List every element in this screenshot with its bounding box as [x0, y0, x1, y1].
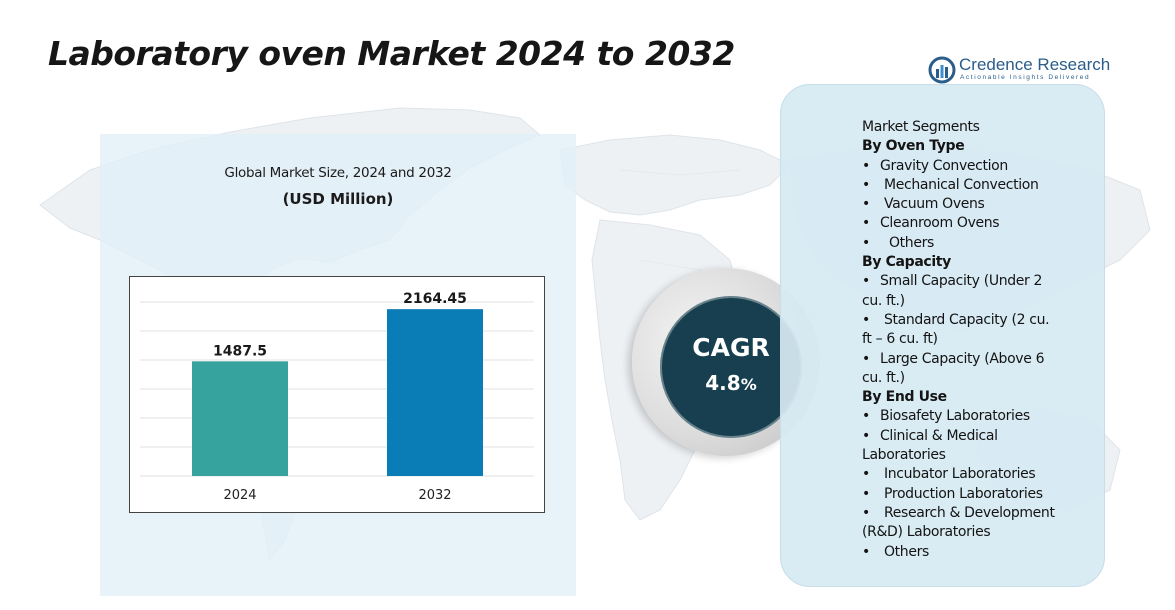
- bullet-icon: •: [862, 485, 870, 502]
- page-title: Laboratory oven Market 2024 to 2032: [48, 34, 735, 73]
- market-segments-list: Market Segments By Oven Type • Gravity Con…: [862, 118, 1098, 562]
- segment-item-label: Clinical & Medical: [880, 427, 998, 444]
- bullet-icon: •: [862, 466, 870, 483]
- chart-bars: [192, 309, 483, 476]
- bar-value-label: 1487.5: [213, 343, 267, 359]
- segment-item: • Others: [862, 234, 1098, 253]
- credence-research-logo: Credence Research Actionable Insights De…: [928, 54, 1113, 86]
- segment-item-continuation: cu. ft.): [862, 369, 905, 386]
- segment-item-continuation: Laboratories: [862, 447, 946, 464]
- logo-name: Credence Research: [959, 55, 1111, 74]
- bullet-icon: •: [862, 311, 870, 328]
- cagr-label: CAGR: [692, 333, 770, 362]
- category-label: 2032: [418, 488, 451, 503]
- chart-category-labels: 2024 2032: [223, 488, 451, 503]
- segment-item-label: Production Laboratories: [884, 485, 1043, 502]
- segment-item-label: Others: [889, 234, 934, 251]
- chart-unit: (USD Million): [282, 190, 394, 208]
- segment-item: • Mechanical Convection: [862, 176, 1098, 195]
- segment-group-heading: By End Use: [862, 389, 947, 406]
- segment-item: • Biosafety Laboratories: [862, 407, 1098, 426]
- segment-item: • Incubator Laboratories: [862, 465, 1098, 484]
- bar-2032: [387, 309, 483, 476]
- logo-tagline: Actionable Insights Delivered: [960, 74, 1091, 81]
- segment-item: • Gravity Convection: [862, 157, 1098, 176]
- segment-group-heading: By Oven Type: [862, 138, 965, 155]
- segment-group-heading: By Capacity: [862, 254, 951, 271]
- segment-item: • Cleanroom Ovens: [862, 214, 1098, 233]
- bar-chart: 1487.5 2164.45 2024 2032: [140, 291, 534, 503]
- segment-item: • Vacuum Ovens: [862, 195, 1098, 214]
- bullet-icon: •: [862, 234, 870, 251]
- bar-2024: [192, 361, 288, 476]
- segment-item-label: Small Capacity (Under 2: [880, 273, 1043, 290]
- segment-item: • Small Capacity (Under 2: [862, 272, 1098, 291]
- segment-item-label: Mechanical Convection: [884, 176, 1039, 193]
- chart-subtitle: Global Market Size, 2024 and 2032: [224, 165, 452, 181]
- segment-item: • Standard Capacity (2 cu.: [862, 311, 1098, 330]
- bullet-icon: •: [862, 408, 870, 425]
- cagr-unit: %: [740, 375, 757, 394]
- bar-value-label: 2164.45: [403, 291, 467, 307]
- bar-chart-frame: 1487.5 2164.45 2024 2032: [129, 276, 545, 513]
- chart-value-labels: 1487.5 2164.45: [213, 291, 467, 359]
- segment-item: • Large Capacity (Above 6: [862, 350, 1098, 369]
- cagr-number: 4.8: [705, 371, 741, 395]
- category-label: 2024: [223, 488, 256, 503]
- segment-item-continuation: (R&D) Laboratories: [862, 524, 991, 541]
- segment-item: • Clinical & Medical: [862, 427, 1098, 446]
- bullet-icon: •: [862, 157, 870, 174]
- segment-item-label: Biosafety Laboratories: [880, 408, 1030, 425]
- bullet-icon: •: [862, 504, 870, 521]
- cagr-badge: [660, 296, 802, 438]
- segment-item-label: Incubator Laboratories: [884, 466, 1036, 483]
- segment-item: • Research & Development: [862, 504, 1098, 523]
- segment-item-label: Research & Development: [884, 504, 1055, 521]
- segment-item-label: Cleanroom Ovens: [880, 215, 1000, 232]
- segment-item-label: Vacuum Ovens: [884, 196, 985, 213]
- segment-item-continuation: ft – 6 cu. ft): [862, 331, 938, 348]
- segments-heading: Market Segments: [862, 119, 980, 135]
- segment-item: • Others: [862, 543, 1098, 562]
- bullet-icon: •: [862, 215, 870, 232]
- logo-mark-icon: [928, 56, 956, 84]
- market-segments-panel: [780, 84, 1105, 587]
- cagr-value: 4.8%: [660, 371, 802, 395]
- bullet-icon: •: [862, 427, 870, 444]
- segment-item-label: Standard Capacity (2 cu.: [884, 311, 1050, 328]
- bullet-icon: •: [862, 176, 870, 193]
- segment-item-continuation: cu. ft.): [862, 292, 905, 309]
- bullet-icon: •: [862, 350, 870, 367]
- segment-item: • Production Laboratories: [862, 485, 1098, 504]
- bullet-icon: •: [862, 273, 870, 290]
- segment-item-label: Large Capacity (Above 6: [880, 350, 1045, 367]
- segment-item-label: Others: [884, 543, 929, 560]
- bullet-icon: •: [862, 196, 870, 213]
- segment-item-label: Gravity Convection: [880, 157, 1008, 174]
- bullet-icon: •: [862, 543, 870, 560]
